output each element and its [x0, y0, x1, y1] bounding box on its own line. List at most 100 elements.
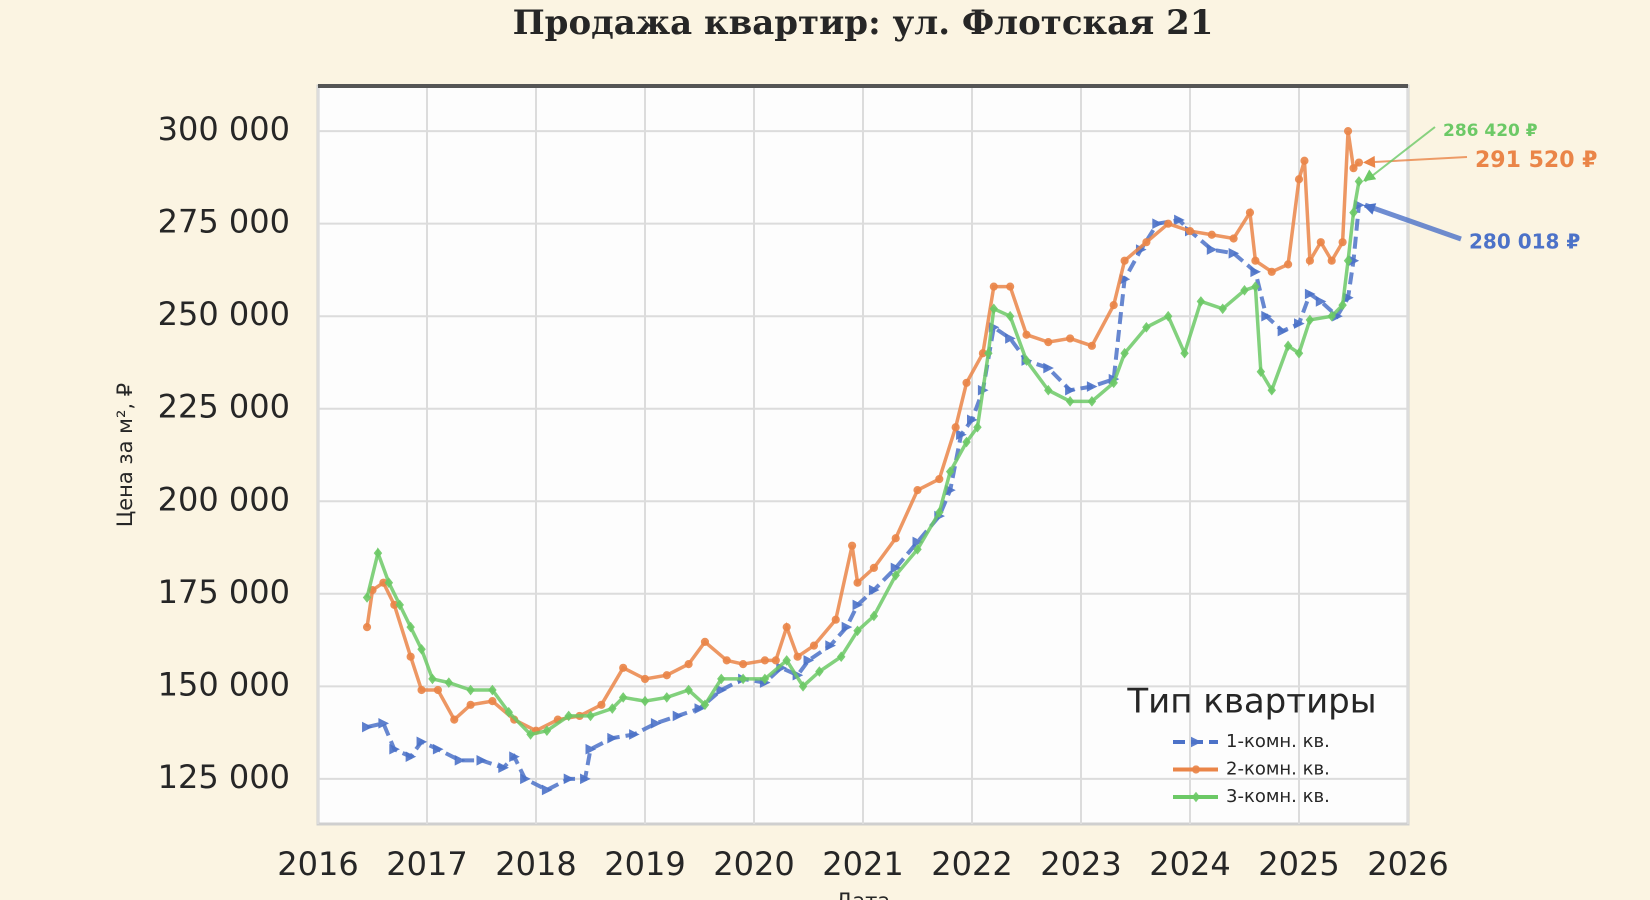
- x-tick-label: 2023: [1040, 845, 1121, 883]
- data-point: [1283, 340, 1293, 352]
- grid: [317, 86, 1409, 824]
- legend-label: 2-комн. кв.: [1226, 759, 1330, 780]
- data-point: [541, 784, 553, 796]
- data-point: [1005, 333, 1016, 344]
- data-point: [1218, 303, 1227, 315]
- data-point: [962, 378, 971, 387]
- legend-label: 1-комн. кв.: [1226, 731, 1330, 752]
- data-point: [672, 710, 684, 722]
- data-point: [739, 660, 748, 669]
- data-point: [1343, 127, 1353, 136]
- data-point: [476, 755, 488, 766]
- data-point: [841, 621, 853, 633]
- annotation-arrow: [1364, 126, 1436, 183]
- data-point: [1120, 256, 1129, 265]
- data-point: [1087, 396, 1097, 407]
- data-point: [1044, 384, 1053, 396]
- data-point: [836, 651, 846, 663]
- data-point: [520, 773, 531, 785]
- legend-marker: [1191, 736, 1202, 748]
- x-tick-label: 2021: [822, 845, 903, 883]
- data-point: [1229, 234, 1238, 243]
- data-point: [760, 656, 770, 665]
- data-point: [738, 673, 748, 685]
- data-point: [417, 644, 426, 655]
- data-point: [1354, 176, 1364, 187]
- x-tick-label: 2022: [931, 845, 1012, 883]
- data-point: [1349, 164, 1358, 173]
- data-point: [417, 685, 426, 695]
- x-tick-label: 2017: [386, 845, 467, 883]
- data-point: [1109, 377, 1118, 389]
- annotation-arrowhead: [1362, 169, 1377, 182]
- data-point: [1256, 366, 1266, 378]
- data-point: [1267, 267, 1276, 276]
- data-point: [607, 732, 618, 744]
- data-point: [798, 681, 808, 692]
- data-point: [1267, 384, 1276, 396]
- data-point: [362, 592, 372, 603]
- x-tick-label: 2026: [1367, 845, 1448, 883]
- data-point: [825, 640, 836, 651]
- data-point: [1065, 384, 1076, 396]
- data-point: [586, 710, 595, 722]
- annotation-arrow: [1364, 156, 1468, 164]
- y-tick-label: 150 000: [158, 665, 290, 703]
- data-point: [1185, 226, 1195, 236]
- legend-title: Тип квартиры: [1126, 682, 1376, 722]
- data-point: [640, 674, 650, 684]
- annotation-arrowhead: [1362, 155, 1376, 168]
- data-point: [1120, 347, 1129, 359]
- data-point: [700, 637, 710, 647]
- y-axis-label: Цена за м², ₽: [113, 383, 137, 527]
- data-point: [891, 534, 900, 543]
- data-point: [782, 623, 791, 632]
- y-tick-label: 125 000: [158, 758, 290, 796]
- data-point: [1251, 256, 1260, 265]
- data-point: [722, 656, 731, 665]
- data-point: [662, 671, 671, 680]
- data-point: [984, 347, 993, 359]
- data-point: [989, 303, 999, 315]
- data-point: [444, 677, 454, 688]
- series: 286 420 ₽: [362, 121, 1538, 740]
- data-point: [848, 541, 857, 550]
- data-point: [771, 656, 780, 665]
- data-point: [793, 652, 802, 661]
- data-point: [1163, 310, 1173, 322]
- data-point: [362, 623, 372, 632]
- data-point: [815, 666, 824, 677]
- data-point: [1174, 214, 1185, 226]
- data-point: [1164, 219, 1173, 228]
- data-point: [488, 697, 497, 706]
- data-point: [951, 423, 960, 432]
- data-point: [1180, 347, 1189, 359]
- data-point: [608, 703, 617, 714]
- data-point: [406, 621, 415, 633]
- data-point: [684, 660, 693, 669]
- data-point: [700, 699, 710, 711]
- y-tick-label: 250 000: [158, 295, 290, 333]
- annotation-arrowhead: [1362, 203, 1377, 215]
- data-point: [935, 507, 944, 518]
- data-point: [1284, 260, 1293, 269]
- data-point: [1338, 299, 1347, 311]
- data-point: [504, 706, 513, 718]
- data-point: [498, 762, 509, 774]
- data-point: [989, 282, 998, 291]
- data-point: [891, 569, 900, 581]
- y-tick-label: 300 000: [158, 110, 290, 148]
- data-point: [433, 685, 442, 695]
- data-point: [1022, 355, 1031, 366]
- annotation-label: 286 420 ₽: [1443, 121, 1538, 141]
- data-point: [1338, 238, 1347, 247]
- data-point: [852, 599, 864, 611]
- data-point: [1142, 238, 1151, 247]
- x-tick-label: 2024: [1149, 845, 1230, 883]
- data-point: [1066, 334, 1075, 343]
- annotation-label: 280 018 ₽: [1469, 230, 1580, 254]
- data-point: [717, 673, 726, 685]
- data-point: [542, 725, 552, 737]
- data-point: [450, 715, 459, 724]
